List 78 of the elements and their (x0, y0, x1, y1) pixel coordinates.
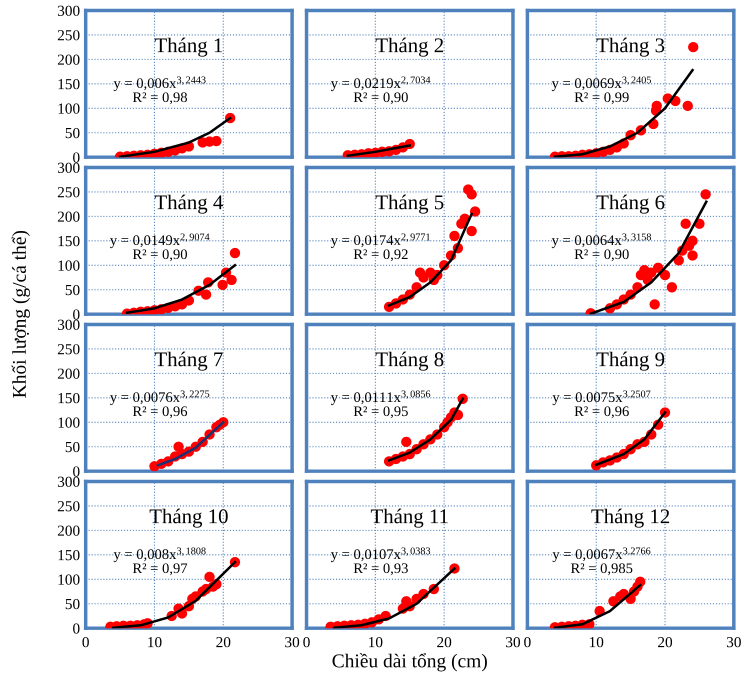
annotation: R² = 0,99 (574, 92, 629, 104)
x-tick-label: 0 (303, 636, 310, 648)
x-tick-label: 10 (148, 636, 162, 648)
y-tick-label: 150 (58, 550, 80, 560)
annotation: y = 0,0107x$^{3,0383}$ (330, 547, 430, 562)
y-tick-label: 50 (66, 442, 80, 452)
y-tick-label: 250 (58, 344, 80, 354)
text: Tháng 1 (154, 38, 222, 57)
annotation: y = 0,0069x$^{3,2405}$ (552, 76, 652, 92)
x-axis-title: Chiều dài tổng (cm) (332, 653, 487, 672)
text: Tháng 3 (596, 38, 664, 57)
y-tick-label: 300 (58, 476, 80, 487)
annotation: y = 0,006x$^{3,2443}$ (114, 76, 206, 92)
x-tick-label: 10 (590, 636, 604, 648)
x-tick-label: 20 (658, 636, 672, 648)
y-tick-label: 150 (58, 236, 80, 246)
annotation: R² = 0,97 (132, 563, 188, 576)
x-tick-label: 30 (506, 636, 520, 648)
text: Tháng 10 (150, 508, 228, 528)
annotation: R² = 0,90 (132, 249, 187, 262)
annotation: y = 0.0075x$^{3.2507}$ (552, 390, 650, 406)
y-tick-label: 200 (58, 368, 80, 379)
y-axis-title: Khối lượng (g/cá thể) (12, 230, 30, 398)
annotation: y = 0,0067x$^{3.2766}$ (552, 547, 650, 562)
annotation: y = 0,0149x$^{2,9074}$ (110, 233, 210, 248)
y-tick-label: 250 (58, 30, 80, 40)
y-tick-label: 0 (73, 309, 80, 320)
y-tick-label: 200 (58, 212, 80, 222)
annotation: y = 0,0174x$^{2,9771}$ (330, 233, 430, 248)
annotation: y = 0,0111x$^{3,0856}$ (330, 390, 430, 406)
y-tick-label: 50 (66, 128, 80, 138)
y-tick-label: 100 (58, 103, 80, 114)
annotation: R² = 0,92 (354, 249, 408, 262)
y-tick-label: 250 (58, 187, 80, 198)
y-tick-label: 300 (58, 320, 80, 330)
annotation: R² = 0,96 (574, 406, 629, 418)
y-tick-label: 100 (58, 574, 80, 585)
x-tick-label: 30 (285, 636, 300, 648)
y-tick-label: 200 (58, 526, 80, 536)
annotation: R² = 0,96 (132, 406, 188, 418)
text: Tháng 9 (596, 352, 664, 371)
x-tick-label: 20 (216, 636, 230, 648)
text: Tháng 5 (376, 194, 444, 214)
text: Tháng 7 (154, 352, 223, 371)
text: Tháng 12 (591, 508, 670, 528)
y-tick-label: 200 (58, 54, 80, 65)
y-tick-label: 100 (58, 417, 80, 428)
y-tick-label: 0 (73, 152, 80, 163)
x-tick-label: 20 (437, 636, 452, 648)
annotation: R² = 0,985 (570, 563, 632, 576)
y-tick-label: 300 (58, 162, 80, 173)
x-tick-label: 0 (524, 636, 531, 648)
y-tick-label: 250 (58, 501, 80, 512)
text: Tháng 11 (370, 508, 448, 528)
x-tick-label: 10 (369, 636, 382, 648)
annotation: R² = 0,95 (354, 406, 408, 418)
y-tick-label: 0 (73, 623, 80, 634)
text: Tháng 4 (154, 194, 223, 214)
annotation: R² = 0,93 (354, 563, 408, 576)
y-tick-label: 50 (66, 598, 80, 610)
y-tick-label: 300 (58, 6, 80, 16)
x-tick-label: 0 (82, 636, 89, 648)
text: Tháng 8 (376, 352, 444, 371)
annotation: y = 0,008x$^{3,1808}$ (114, 547, 206, 562)
y-tick-label: 50 (66, 284, 80, 296)
annotation: y = 0,0219x$^{2,7034}$ (330, 76, 430, 92)
text: Tháng 6 (596, 194, 664, 214)
annotation: y = 0,0076x$^{3,2275}$ (110, 390, 210, 406)
annotation: R² = 0,98 (132, 92, 187, 104)
y-tick-label: 0 (73, 466, 80, 477)
y-tick-label: 100 (58, 260, 80, 271)
text: Tháng 2 (376, 38, 444, 57)
annotation: R² = 0,90 (354, 92, 408, 104)
y-tick-label: 150 (58, 392, 80, 404)
annotation: y = 0,0064x$^{3,3158}$ (552, 233, 652, 248)
y-tick-label: 150 (58, 78, 80, 90)
x-tick-label: 30 (726, 636, 741, 648)
annotation: R² = 0,90 (574, 249, 629, 262)
